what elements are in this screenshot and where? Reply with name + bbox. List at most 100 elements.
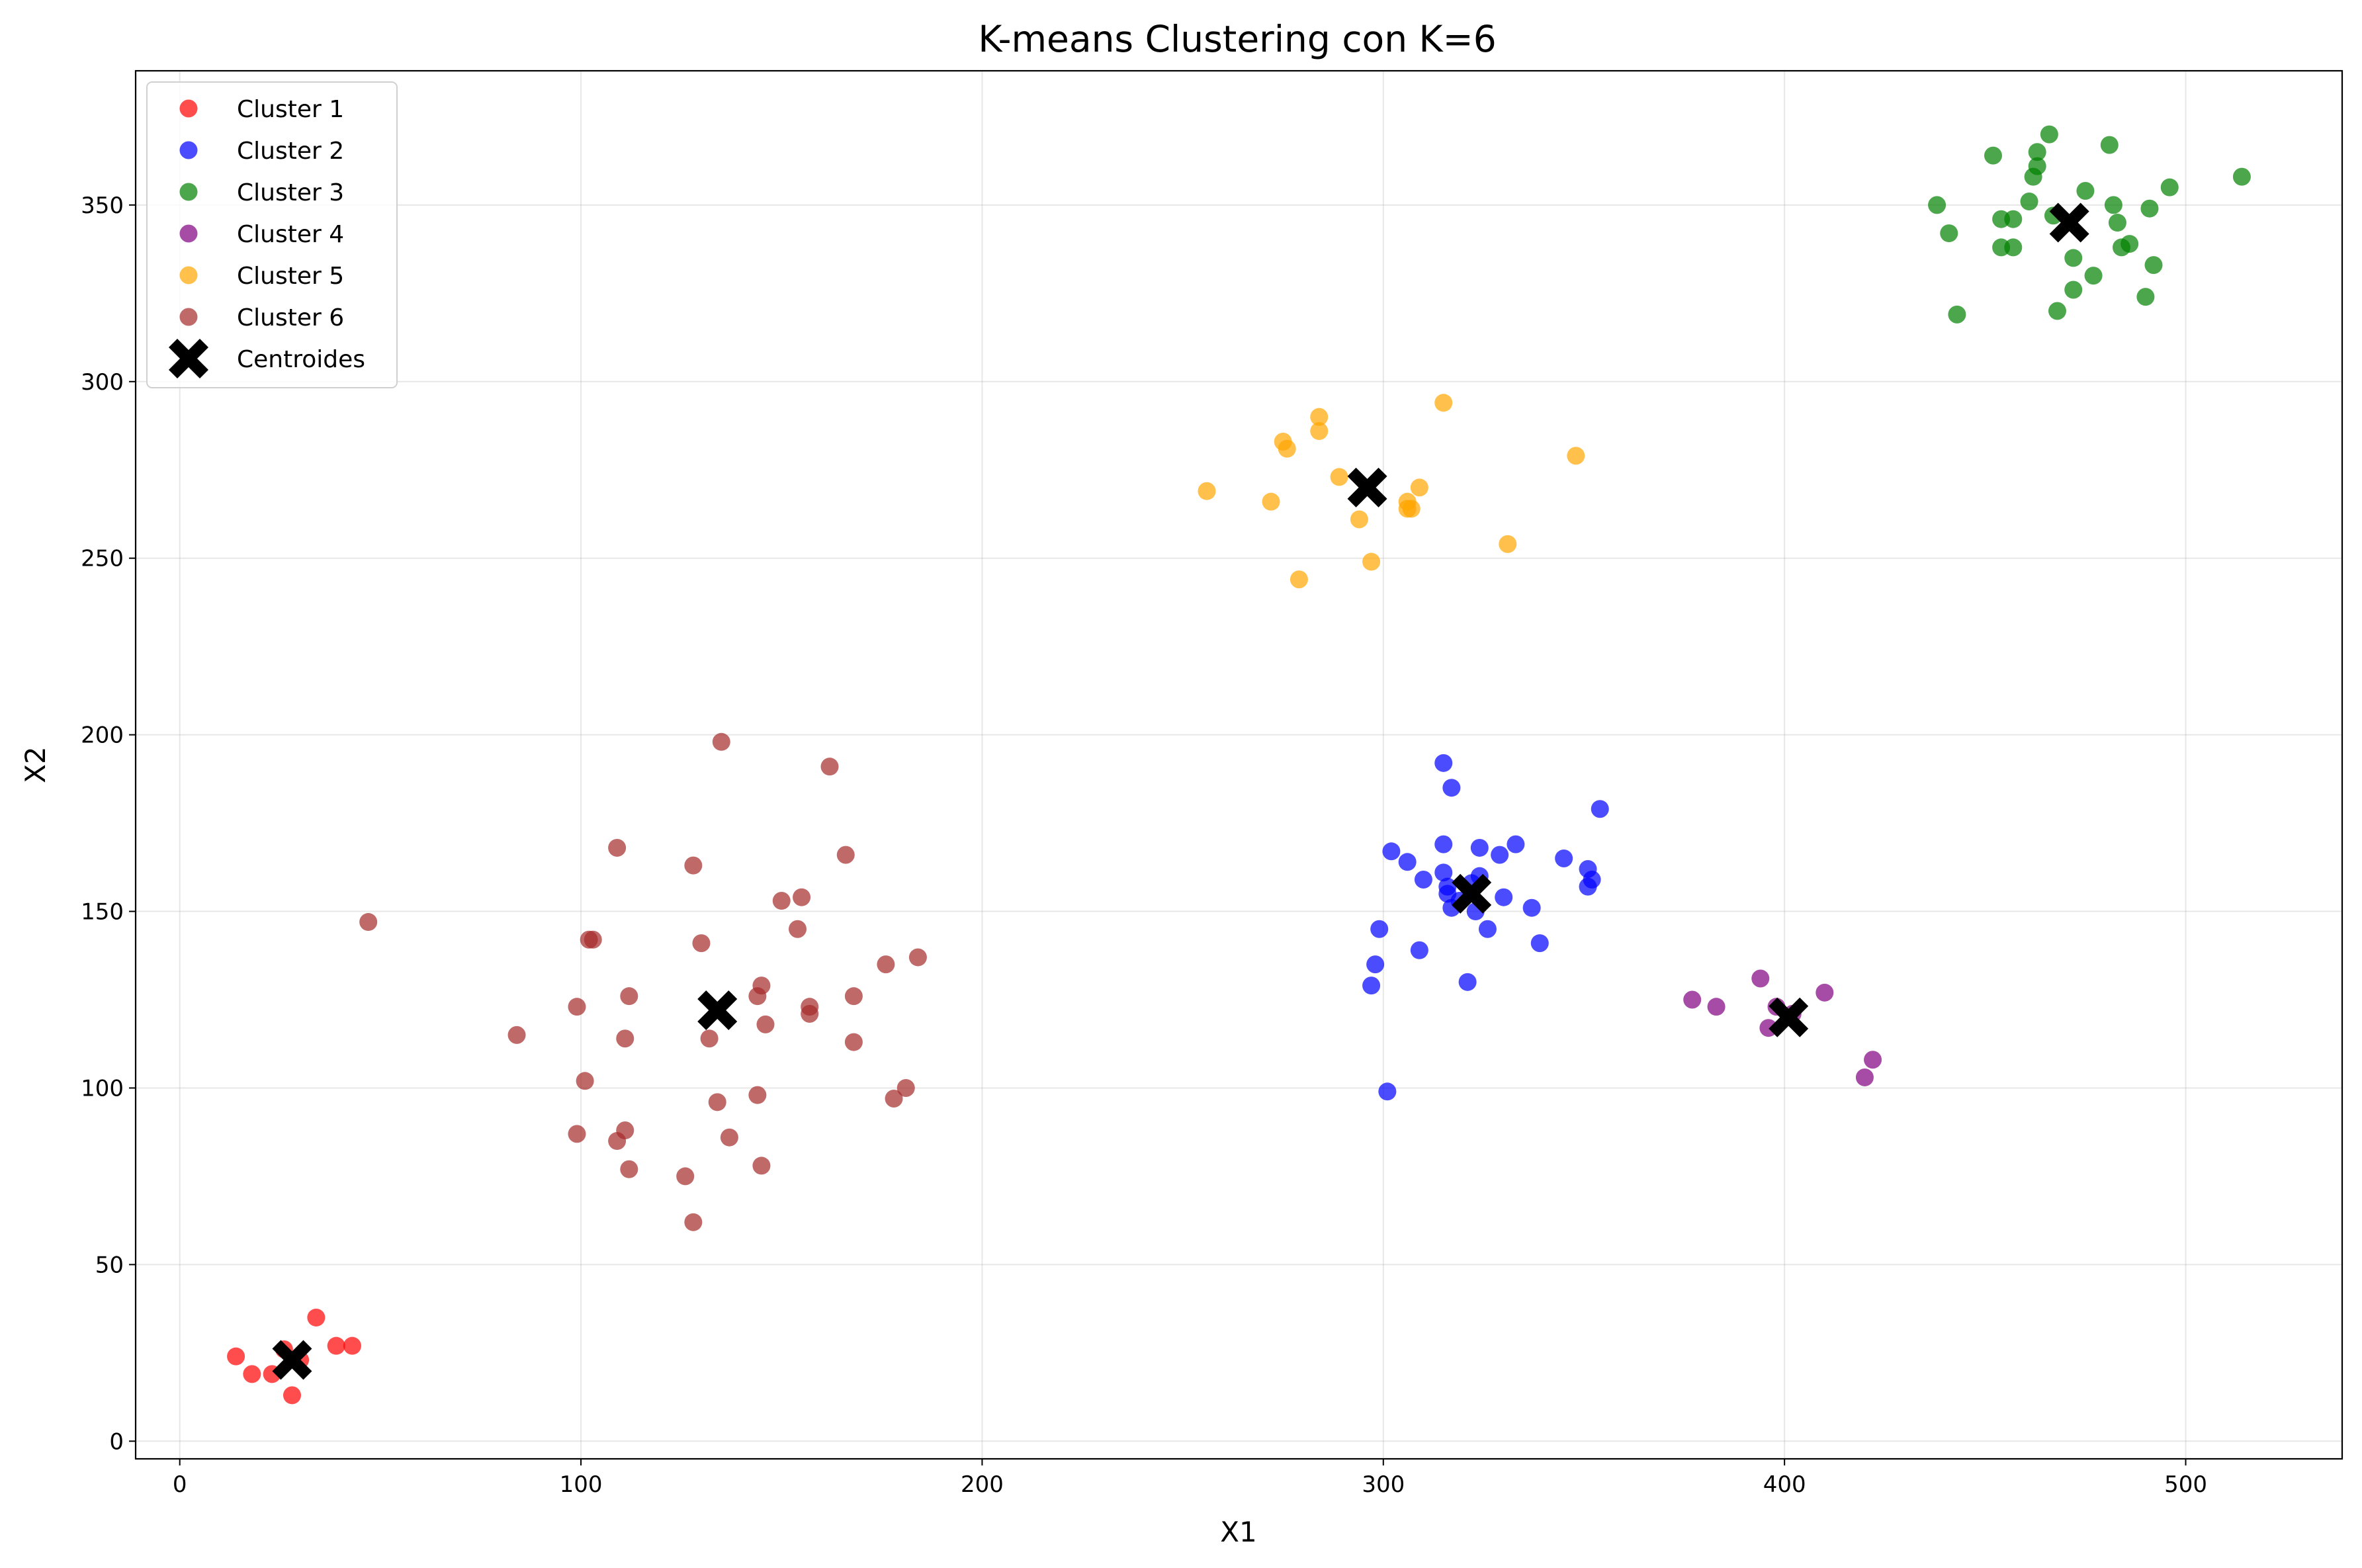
x-tick-label: 400 [1763,1471,1806,1498]
y-tick-label: 50 [95,1252,124,1278]
data-point [227,1347,245,1366]
data-point [1928,196,1946,214]
y-tick-label: 0 [109,1428,124,1455]
legend-marker [169,339,208,378]
legend-box [146,81,398,388]
data-point [1855,1068,1874,1086]
data-point [1310,408,1329,426]
data-point [1434,394,1453,412]
data-point [789,920,807,938]
data-points [227,125,2251,1405]
data-point [692,934,711,953]
data-point [1410,478,1428,497]
data-point [836,846,855,864]
data-point [1583,870,1601,889]
data-point [1198,482,1216,500]
legend-label: Cluster 6 [237,304,344,331]
data-point [1815,983,1834,1002]
data-point [1478,920,1497,938]
series-cluster-3 [1928,125,2251,324]
data-point [243,1365,261,1383]
data-point [844,987,863,1006]
y-tick-label: 300 [81,369,124,396]
legend-item: Cluster 6 [179,304,344,331]
data-point [576,1072,594,1090]
data-point [752,1156,771,1175]
series-cluster-5 [1198,394,1585,589]
data-point [1402,500,1421,518]
y-tick-label: 350 [81,193,124,219]
data-point [1434,835,1453,853]
y-tick-label: 150 [81,899,124,926]
data-point [801,1004,819,1023]
data-point [1434,754,1453,772]
data-point [1499,535,1517,553]
legend-label: Cluster 3 [237,179,344,206]
x-tick-label: 500 [2164,1471,2207,1498]
y-tick-label: 100 [81,1075,124,1102]
data-point [2004,210,2023,228]
data-point [2100,136,2119,154]
data-point [2144,256,2163,275]
data-point [359,913,378,932]
legend-item: Cluster 2 [179,138,344,165]
x-tick-label: 100 [560,1471,603,1498]
data-point [1522,898,1541,917]
data-point [568,1125,586,1143]
legend-label: Cluster 1 [237,96,344,123]
data-point [1948,305,1966,324]
centroid-marker [1347,467,1387,507]
data-point [2160,178,2179,196]
data-point [283,1386,301,1405]
data-point [1410,941,1428,959]
data-point [1591,800,1609,818]
data-point [684,1213,703,1231]
legend-marker [179,183,198,201]
plot-frame [134,69,2343,1460]
centroid-marker [2049,202,2089,243]
data-point [748,1086,767,1104]
data-point [1262,492,1280,511]
data-point [1940,224,1958,243]
series-cluster-2 [1362,754,1609,1101]
data-point [844,1033,863,1051]
data-point [2064,281,2083,299]
legend-item: Cluster 3 [179,179,344,206]
data-point [885,1089,903,1108]
legend-label: Centroides [237,346,365,373]
legend-item: Cluster 5 [179,263,344,290]
data-point [1751,969,1770,988]
data-point [1370,920,1389,938]
centroid-marker [1452,873,1492,914]
data-point [616,1029,634,1048]
x-tick-label: 0 [173,1471,187,1498]
series-cluster-6 [359,732,927,1231]
data-point [1330,468,1348,486]
data-point [1362,552,1381,571]
data-point [1507,835,1525,853]
data-point [2232,167,2251,186]
legend-label: Cluster 4 [237,221,344,248]
data-point [708,1093,726,1111]
data-point [2104,196,2122,214]
data-point [684,856,703,875]
data-point [608,838,627,857]
data-point [2084,267,2103,285]
data-point [616,1121,634,1140]
grid [136,71,2342,1459]
legend-label: Cluster 2 [237,138,344,165]
centroid-marker [1769,997,1809,1037]
centroid-marker [697,990,738,1031]
data-point [1555,849,1573,867]
data-point [908,948,927,967]
centroid-marker [272,1340,312,1380]
data-point [1434,863,1453,882]
legend: Cluster 1 Cluster 2 Cluster 3 Cluster 4 Clus… [146,81,398,388]
data-point [307,1308,326,1327]
data-point [772,892,791,910]
data-point [2040,125,2058,144]
data-point [793,888,811,906]
data-point [2140,199,2159,218]
data-point [700,1029,719,1048]
